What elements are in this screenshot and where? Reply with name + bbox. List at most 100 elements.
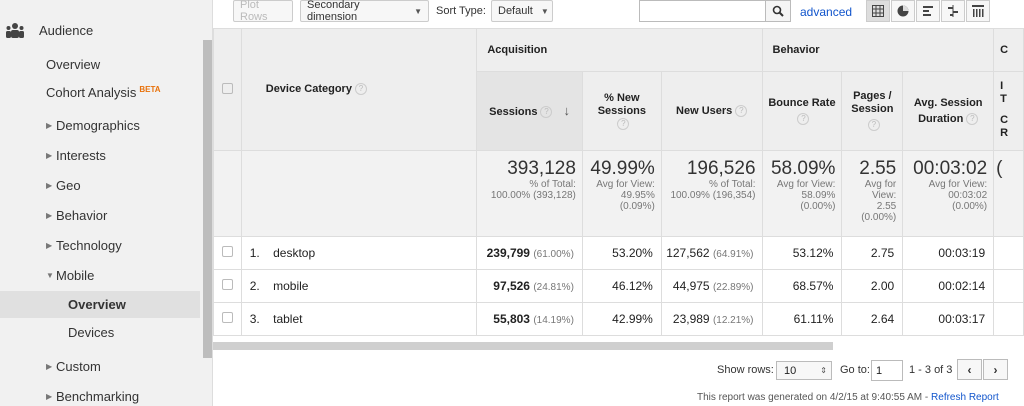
sidebar-item-overview[interactable]: Overview bbox=[0, 51, 200, 77]
sidebar-section-audience[interactable]: Audience bbox=[0, 18, 200, 42]
new-users-header[interactable]: New Users? bbox=[660, 71, 763, 151]
sort-type-label: Sort Type: bbox=[436, 5, 486, 17]
sidebar-item-mobile[interactable]: ▼ Mobile bbox=[0, 262, 200, 288]
sidebar-section-title: Audience bbox=[39, 22, 94, 38]
sidebar-item-label: Benchmarking bbox=[56, 388, 140, 404]
table-row[interactable]: 2. mobile 97,526 (24.81%) 46.12% 44,975 … bbox=[213, 269, 1024, 303]
totals-new-users-sub: 100.09% (196,354) bbox=[670, 190, 756, 201]
totals-row: 393,128 % of Total: 100.00% (393,128) 49… bbox=[213, 150, 1024, 237]
bounce-rate-cell: 53.12% bbox=[761, 236, 843, 270]
previous-page-button[interactable]: ‹ bbox=[957, 359, 982, 380]
new-users-header-label: New Users bbox=[676, 104, 733, 117]
pct-new-sessions-cell: 53.20% bbox=[581, 236, 662, 270]
percentage-view-button[interactable] bbox=[891, 0, 915, 22]
pct-new-sessions-header[interactable]: % New Sessions ? bbox=[581, 71, 662, 151]
comparison-icon bbox=[948, 5, 958, 17]
show-rows-select[interactable]: 10 ⇕ bbox=[776, 361, 832, 380]
totals-pct-new-value: 49.99% bbox=[590, 158, 655, 179]
sidebar-item-behavior[interactable]: ▶ Behavior bbox=[0, 202, 200, 228]
avg-session-label-line1: Avg. Session bbox=[913, 96, 983, 109]
table-row[interactable]: 3. tablet 55,803 (14.19%) 42.99% 23,989 … bbox=[213, 302, 1024, 336]
data-table-view-button[interactable] bbox=[866, 0, 890, 22]
conversions-header-partial[interactable]: I T C R bbox=[993, 71, 1024, 151]
secondary-dimension-dropdown[interactable]: Secondary dimension ▼ bbox=[300, 0, 429, 23]
row-checkbox-cell bbox=[213, 236, 242, 270]
help-icon[interactable]: ? bbox=[540, 105, 553, 118]
help-icon[interactable]: ? bbox=[867, 119, 880, 132]
device-link[interactable]: mobile bbox=[273, 279, 309, 293]
pages-per-session-header[interactable]: Pages / Session ? bbox=[841, 71, 904, 151]
row-checkbox[interactable] bbox=[221, 279, 233, 290]
totals-bounce-rate: 58.09% Avg for View: 58.09% (0.00%) bbox=[761, 150, 843, 237]
select-all-checkbox[interactable] bbox=[221, 83, 233, 94]
sessions-header-label: Sessions bbox=[489, 105, 538, 118]
goto-page-input[interactable]: 1 bbox=[871, 360, 903, 381]
sidebar-item-interests[interactable]: ▶ Interests bbox=[0, 142, 200, 168]
table-search-input[interactable] bbox=[639, 0, 766, 22]
sidebar-item-geo[interactable]: ▶ Geo bbox=[0, 172, 200, 198]
totals-bounce-value: 58.09% bbox=[770, 158, 836, 179]
pages-per-session-cell: 2.64 bbox=[841, 302, 904, 336]
pivot-view-button[interactable] bbox=[966, 0, 990, 22]
help-icon[interactable]: ? bbox=[797, 112, 810, 125]
sidebar: Audience Overview Cohort Analysis BETA ▶… bbox=[0, 0, 213, 406]
totals-bounce-sub: 58.09% bbox=[801, 190, 836, 201]
totals-bounce-sub: Avg for View: bbox=[776, 179, 836, 190]
refresh-report-link[interactable]: Refresh Report bbox=[931, 392, 999, 403]
help-icon[interactable]: ? bbox=[354, 83, 367, 96]
pct-new-sessions-cell: 42.99% bbox=[581, 302, 662, 336]
row-checkbox[interactable] bbox=[221, 246, 233, 257]
sidebar-item-mobile-overview[interactable]: Overview bbox=[0, 291, 200, 318]
help-icon[interactable]: ? bbox=[735, 104, 748, 117]
dimension-header[interactable]: Device Category? bbox=[240, 28, 478, 151]
sidebar-item-technology[interactable]: ▶ Technology bbox=[0, 232, 200, 258]
sessions-value: 97,526 bbox=[493, 279, 530, 293]
new-users-pct: (12.21%) bbox=[712, 315, 754, 326]
avg-session-duration-header[interactable]: Avg. Session Duration? bbox=[902, 71, 995, 151]
totals-empty-cell bbox=[213, 150, 242, 237]
device-link[interactable]: desktop bbox=[273, 246, 316, 260]
sidebar-item-label: Mobile bbox=[56, 267, 95, 283]
row-checkbox[interactable] bbox=[221, 312, 233, 323]
sort-type-dropdown[interactable]: Default ▼ bbox=[491, 0, 553, 22]
advanced-filter-link[interactable]: advanced bbox=[800, 5, 853, 19]
sidebar-item-cohort-analysis[interactable]: Cohort Analysis BETA bbox=[0, 79, 200, 105]
totals-pct-new-sub: 49.95% bbox=[620, 190, 655, 201]
chevron-left-icon: ‹ bbox=[967, 362, 972, 377]
pie-chart-icon bbox=[897, 5, 909, 17]
sidebar-item-custom[interactable]: ▶ Custom bbox=[0, 353, 200, 379]
totals-new-users-sub: % of Total: bbox=[709, 179, 756, 190]
table-row[interactable]: 1. desktop 239,799 (61.00%) 53.20% 127,5… bbox=[213, 236, 1024, 270]
caret-down-icon: ▼ bbox=[46, 270, 54, 280]
search-button[interactable] bbox=[765, 0, 791, 22]
totals-pct-new-sessions: 49.99% Avg for View: 49.95% (0.09%) bbox=[581, 150, 662, 237]
sessions-cell: 55,803 (14.19%) bbox=[476, 302, 583, 336]
bounce-rate-header[interactable]: Bounce Rate ? bbox=[761, 71, 843, 151]
pct-new-sessions-label-line1: % New bbox=[604, 91, 640, 104]
device-link[interactable]: tablet bbox=[273, 312, 303, 326]
sessions-value: 239,799 bbox=[486, 246, 530, 260]
totals-pages-per-session: 2.55 Avg for View: 2.55 (0.00%) bbox=[841, 150, 904, 237]
table-horizontal-scrollbar[interactable] bbox=[213, 342, 833, 350]
sidebar-item-benchmarking[interactable]: ▶ Benchmarking bbox=[0, 383, 200, 406]
totals-cut-value: ( bbox=[996, 158, 1003, 179]
caret-down-icon: ▼ bbox=[414, 6, 422, 16]
plot-rows-button[interactable]: Plot Rows bbox=[233, 0, 293, 23]
cut-cell bbox=[993, 302, 1024, 336]
totals-avg-session-duration: 00:03:02 Avg for View: 00:03:02 (0.00%) bbox=[902, 150, 995, 237]
performance-view-button[interactable] bbox=[916, 0, 940, 22]
new-users-value: 44,975 bbox=[672, 279, 710, 293]
sidebar-scrollbar[interactable] bbox=[203, 40, 212, 358]
help-icon[interactable]: ? bbox=[617, 117, 630, 130]
sessions-pct: (24.81%) bbox=[533, 282, 574, 293]
new-users-pct: (22.89%) bbox=[712, 282, 754, 293]
sidebar-item-mobile-devices[interactable]: Devices bbox=[0, 319, 200, 345]
row-index: 1. bbox=[249, 246, 260, 260]
comparison-view-button[interactable] bbox=[941, 0, 965, 22]
next-page-button[interactable]: › bbox=[983, 359, 1008, 380]
help-icon[interactable]: ? bbox=[966, 112, 979, 125]
sidebar-item-demographics[interactable]: ▶ Demographics bbox=[0, 112, 200, 138]
pagination-range: 1 - 3 of 3 bbox=[909, 364, 953, 376]
sessions-header[interactable]: Sessions? ↓ bbox=[476, 71, 583, 151]
new-users-cell: 23,989 (12.21%) bbox=[660, 302, 763, 336]
